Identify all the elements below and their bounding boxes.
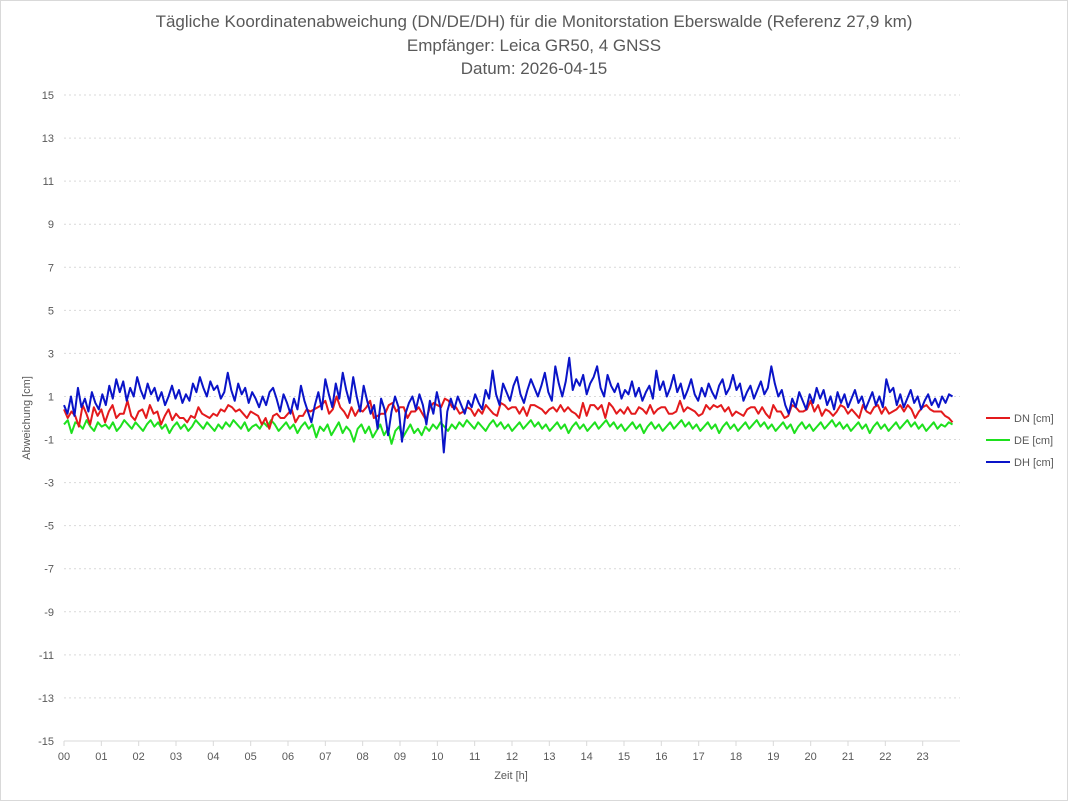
y-tick-label: 3 <box>48 348 54 360</box>
y-tick-label: -9 <box>44 607 54 619</box>
x-tick-label: 17 <box>693 751 705 763</box>
y-tick-label: 7 <box>48 262 54 274</box>
x-tick-label: 21 <box>842 751 854 763</box>
series-line-dh <box>63 356 954 454</box>
x-tick-label: 15 <box>618 751 630 763</box>
legend: DN [cm] DE [cm] DH [cm] <box>986 413 1054 469</box>
x-tick-label: 11 <box>469 751 480 763</box>
x-tick-label: 19 <box>767 751 779 763</box>
x-tick-label: 13 <box>543 751 555 763</box>
y-tick-label: 15 <box>42 90 54 102</box>
x-tick-label: 16 <box>655 751 667 763</box>
x-tick-label: 03 <box>170 751 182 763</box>
x-tick-label: 04 <box>207 751 219 763</box>
y-tick-label: 11 <box>43 176 54 188</box>
y-tick-label: -1 <box>44 435 54 447</box>
y-tick-label: -11 <box>39 650 54 662</box>
y-tick-label: -3 <box>44 478 54 490</box>
legend-label: DE [cm] <box>1014 435 1053 447</box>
x-tick-label: 18 <box>730 751 742 763</box>
x-tick-label: 12 <box>506 751 518 763</box>
x-tick-labels: 00 01 02 03 04 05 06 07 08 09 10 11 12 13 14 15 16 17 18 19… <box>58 741 929 763</box>
x-tick-label: 05 <box>245 751 257 763</box>
x-tick-label: 10 <box>431 751 443 763</box>
y-tick-label: -5 <box>44 521 54 533</box>
y-tick-label: 13 <box>42 133 54 145</box>
x-tick-label: 00 <box>58 751 70 763</box>
grid-lines <box>64 94 960 742</box>
y-tick-label: 9 <box>48 219 54 231</box>
y-tick-labels: 15 13 11 9 7 5 3 1 -1 -3 -5 -7 -9 -11 -13 -15 <box>38 90 54 748</box>
y-tick-label: -7 <box>44 564 54 576</box>
x-tick-label: 06 <box>282 751 294 763</box>
y-tick-label: 5 <box>48 305 54 317</box>
x-tick-label: 23 <box>917 751 929 763</box>
x-tick-label: 08 <box>357 751 369 763</box>
x-tick-label: 14 <box>581 751 593 763</box>
y-tick-label: -13 <box>38 693 54 705</box>
series-line-de <box>63 419 954 445</box>
series-lines <box>63 356 954 454</box>
chart-title: Tägliche Koordinatenabweichung (DN/DE/DH… <box>155 12 913 31</box>
y-tick-label: 1 <box>48 391 54 403</box>
x-tick-label: 01 <box>95 751 107 763</box>
chart-subtitle-receiver: Empfänger: Leica GR50, 4 GNSS <box>406 36 662 55</box>
legend-label: DN [cm] <box>1014 413 1054 425</box>
x-axis-label: Zeit [h] <box>494 770 528 782</box>
series-line-dn <box>63 395 954 430</box>
x-tick-label: 20 <box>805 751 817 763</box>
chart-subtitle-date: Datum: 2026-04-15 <box>460 59 608 78</box>
legend-label: DH [cm] <box>1014 457 1054 469</box>
x-tick-label: 02 <box>133 751 145 763</box>
x-tick-label: 09 <box>394 751 406 763</box>
y-axis-label: Abweichung [cm] <box>21 376 33 460</box>
x-tick-label: 07 <box>319 751 331 763</box>
y-tick-label: -15 <box>38 736 54 748</box>
x-tick-label: 22 <box>879 751 891 763</box>
